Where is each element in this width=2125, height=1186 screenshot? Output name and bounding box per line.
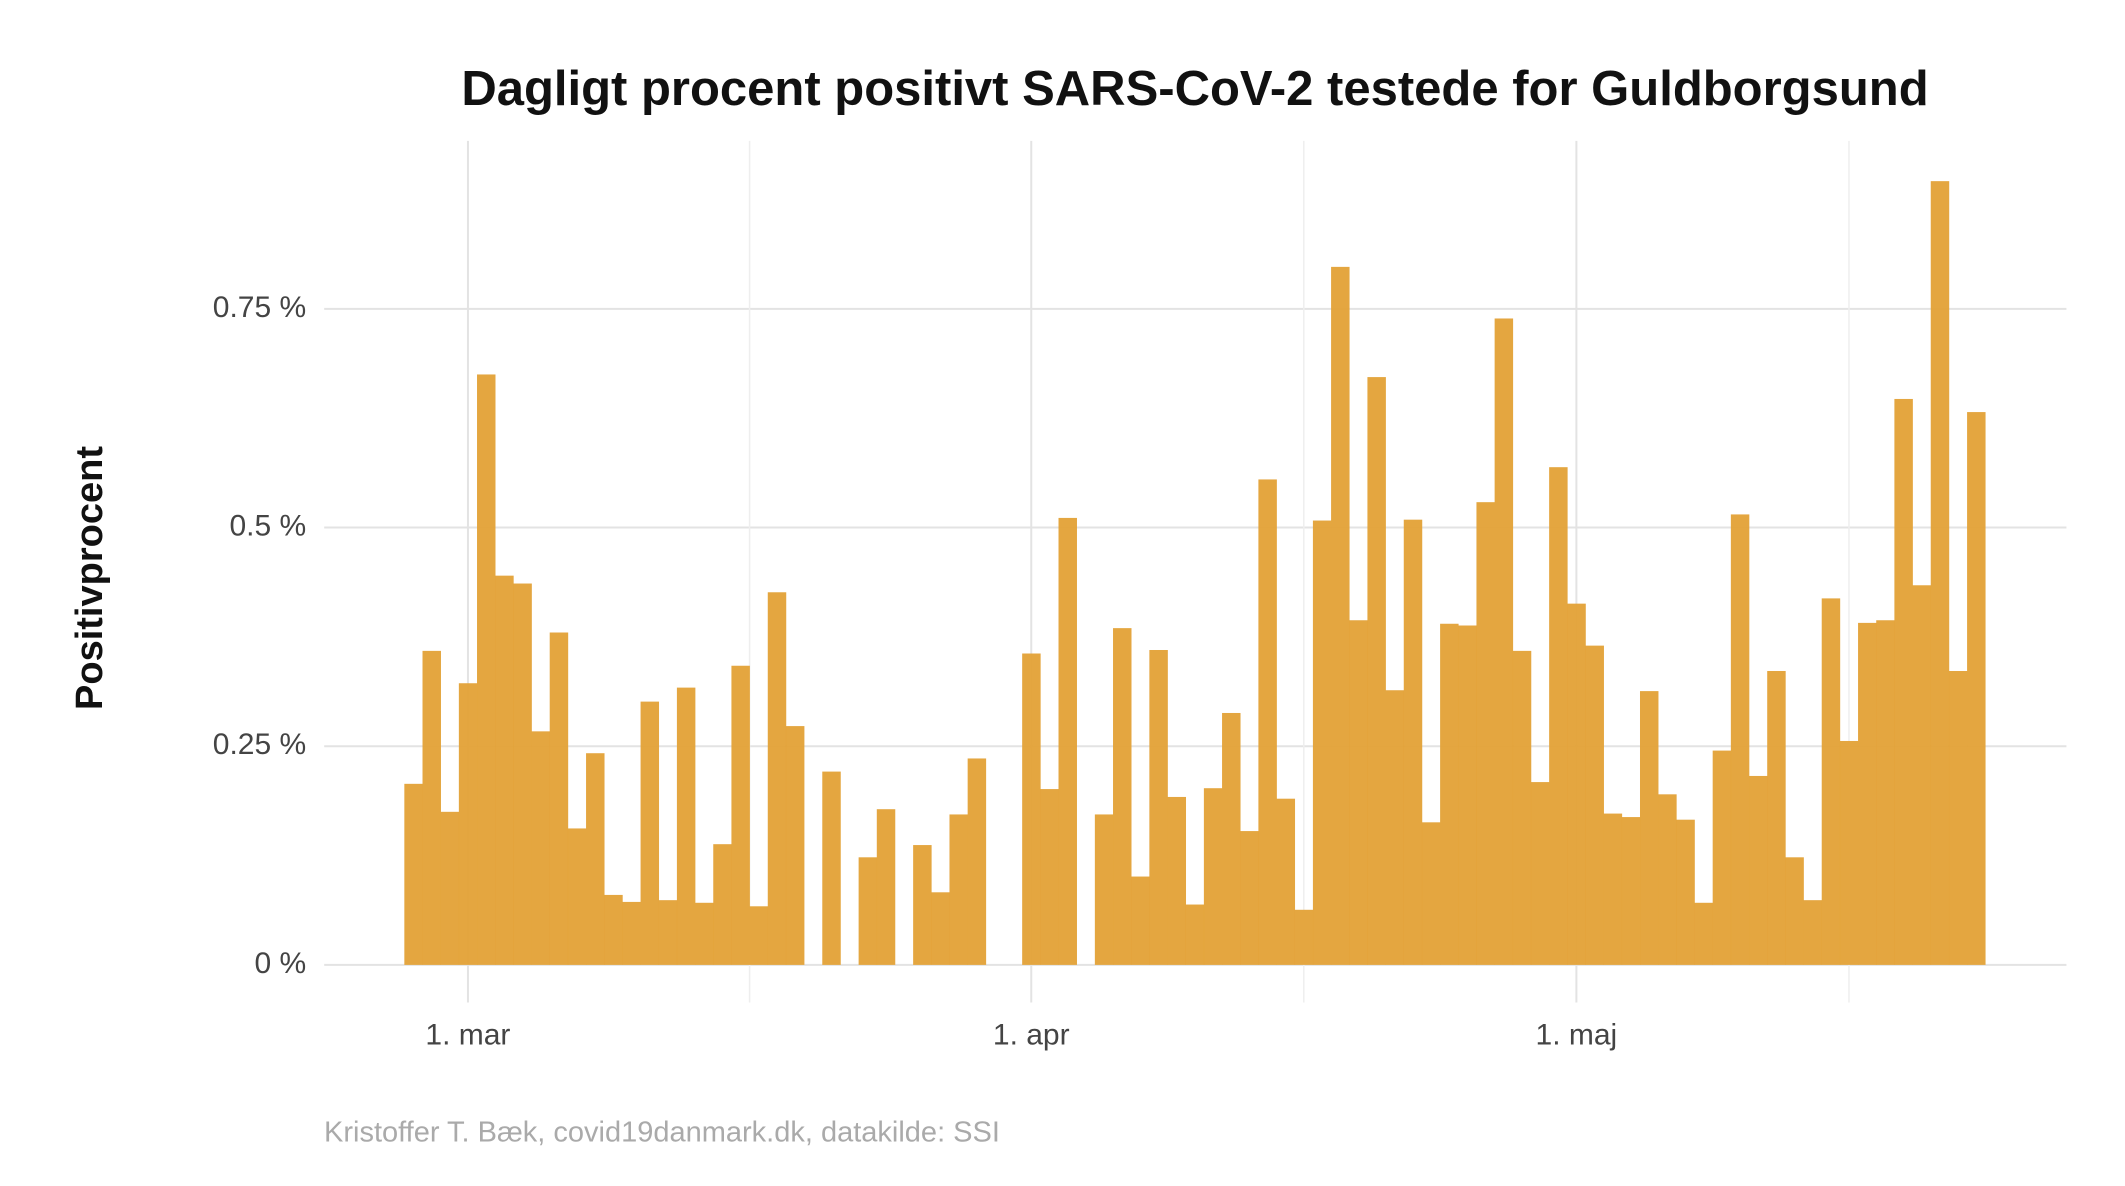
bar [1603, 813, 1623, 965]
bar [967, 758, 987, 965]
bar [1930, 181, 1950, 965]
bar [1730, 514, 1750, 965]
bar [1567, 603, 1586, 965]
chart-title: Dagligt procent positivt SARS-CoV-2 test… [461, 62, 1928, 116]
bar [1276, 798, 1296, 965]
bar [531, 731, 551, 965]
bar [1858, 622, 1877, 965]
bar [713, 844, 732, 965]
bar [1040, 789, 1059, 965]
bar [513, 583, 532, 965]
bar [604, 894, 623, 965]
bar [640, 701, 660, 965]
bar [1694, 902, 1713, 965]
bar [1113, 628, 1132, 965]
bar [1367, 377, 1386, 965]
bar [822, 771, 841, 965]
bar [1258, 479, 1277, 965]
y-tick-label: 0.75 % [213, 291, 306, 324]
bar [1312, 520, 1332, 965]
bar [1458, 625, 1477, 965]
caption: Kristoffer T. Bæk, covid19danmark.dk, da… [324, 1117, 1000, 1149]
bar [1549, 467, 1568, 965]
bar [1821, 598, 1841, 965]
bar [1894, 398, 1913, 965]
bar [785, 726, 805, 965]
bar [1876, 620, 1895, 965]
bar [1494, 318, 1514, 965]
bar [1149, 649, 1168, 965]
bar [1658, 794, 1677, 965]
bar [1803, 900, 1823, 965]
bar [1785, 857, 1804, 965]
bar [1749, 775, 1768, 965]
bar [913, 845, 932, 965]
bar [1676, 819, 1695, 965]
bar [1131, 876, 1150, 965]
bar [1767, 670, 1786, 965]
bar [1349, 620, 1368, 965]
bar [1222, 712, 1241, 965]
bar [1530, 782, 1550, 965]
bar [1203, 788, 1223, 965]
bar [676, 687, 696, 965]
bar [1948, 670, 1968, 965]
bar [1294, 909, 1314, 965]
bar [1585, 645, 1604, 965]
bar [1094, 814, 1114, 965]
bar [1058, 517, 1077, 965]
bar [622, 901, 641, 965]
bars [404, 181, 1986, 965]
bar [949, 814, 968, 965]
x-tick-label: 1. mar [425, 1018, 510, 1051]
bar [1185, 904, 1205, 965]
bar [1385, 690, 1405, 965]
bar [1331, 266, 1350, 965]
bar [658, 900, 678, 965]
y-tick-label: 0.25 % [213, 728, 306, 761]
bar [495, 575, 514, 965]
y-tick-label: 0 % [254, 947, 306, 980]
bar [1403, 519, 1423, 965]
x-tick-label: 1. apr [993, 1018, 1070, 1051]
bar [567, 828, 587, 965]
bar [1167, 796, 1187, 965]
bar [549, 632, 569, 965]
bar [1240, 831, 1259, 965]
bar [477, 374, 496, 965]
bar [1621, 817, 1641, 965]
bar [749, 906, 769, 965]
bar [1967, 412, 1986, 965]
bar [876, 809, 896, 965]
bar [931, 892, 950, 965]
bar [1639, 691, 1659, 965]
bar [440, 811, 460, 965]
y-axis-label: Positivprocent [69, 446, 111, 710]
bar [1421, 822, 1441, 965]
y-tick-label: 0.5 % [229, 509, 306, 542]
bar [767, 592, 787, 965]
bar [458, 683, 478, 965]
bar [422, 650, 441, 965]
bar [404, 783, 423, 965]
bar [1512, 650, 1532, 965]
bar [1839, 740, 1859, 965]
bar [1440, 623, 1459, 965]
x-tick-label: 1. maj [1536, 1018, 1618, 1051]
bar [586, 753, 605, 965]
bar [731, 665, 750, 965]
bar [695, 902, 714, 965]
bar [1022, 653, 1041, 965]
bar [1912, 585, 1932, 965]
bar [858, 857, 878, 965]
bar [1476, 502, 1495, 965]
bar [1712, 750, 1732, 965]
